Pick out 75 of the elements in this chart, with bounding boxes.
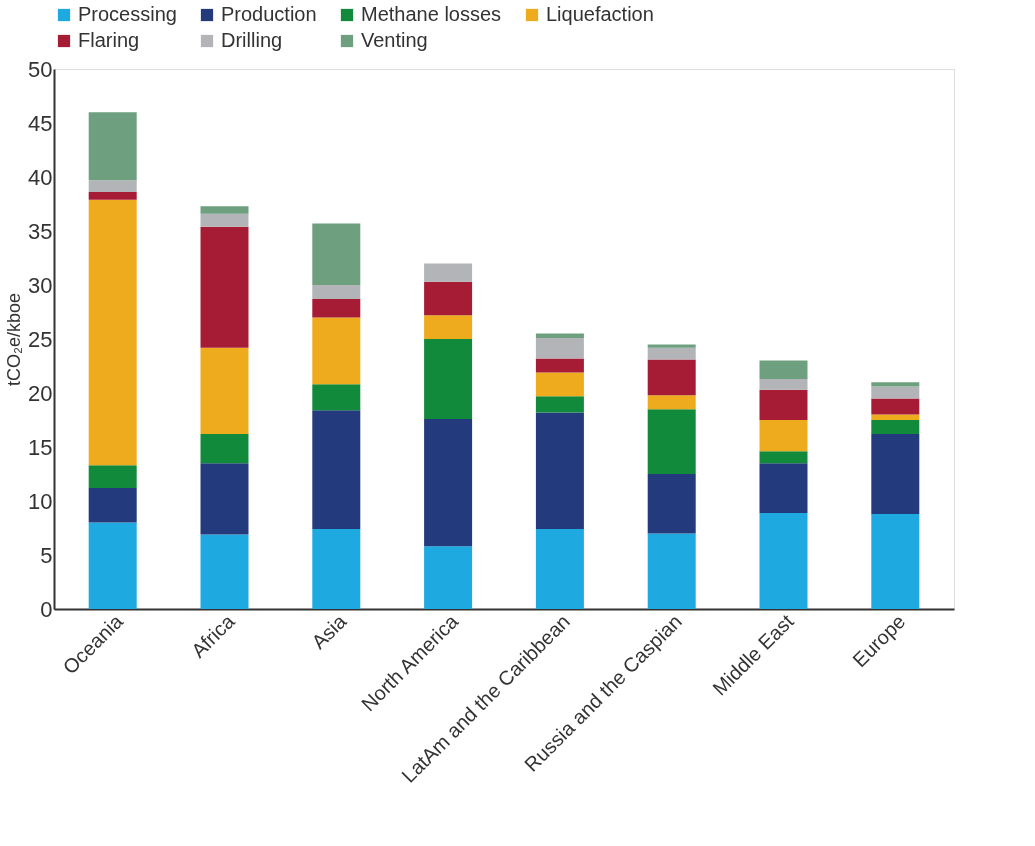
y-tick-label: 0: [40, 596, 53, 622]
bar: [647, 533, 696, 609]
bar: [88, 199, 137, 466]
y-tick-label: 45: [28, 110, 53, 136]
bar: [88, 465, 137, 489]
bar: [312, 529, 361, 609]
y-tick-label: 40: [28, 164, 53, 190]
legend-label: Drilling: [221, 29, 283, 51]
bar: [535, 529, 584, 609]
bar: [200, 226, 249, 348]
bar: [424, 315, 473, 339]
bar: [759, 389, 808, 420]
bar: [759, 451, 808, 464]
legend-label: Processing: [78, 3, 177, 25]
bar: [88, 180, 137, 193]
bar: [424, 263, 473, 282]
bar: [535, 337, 584, 359]
legend-label: Venting: [361, 29, 428, 51]
y-axis-title: tCO₂e/kboe: [4, 292, 25, 387]
bar: [535, 396, 584, 413]
bar: [424, 546, 473, 609]
bar: [871, 382, 920, 387]
legend-label: Flaring: [78, 29, 140, 51]
y-tick-label: 25: [28, 326, 53, 352]
y-tick-label: 10: [28, 488, 53, 514]
bar: [647, 359, 696, 396]
bar: [871, 420, 920, 435]
bar: [424, 418, 473, 547]
y-tick-label: 20: [28, 380, 53, 406]
bar: [312, 299, 361, 318]
bar: [759, 463, 808, 513]
bar: [871, 513, 920, 609]
bar: [871, 434, 920, 514]
bar: [312, 317, 361, 385]
bar: [759, 420, 808, 452]
legend-label: Production: [221, 3, 317, 25]
bar: [200, 434, 249, 464]
bar: [871, 386, 920, 399]
x-tick-label: Asia: [307, 609, 352, 654]
bar: [312, 285, 361, 300]
bar: [88, 522, 137, 609]
bar: [88, 488, 137, 523]
bar: [88, 192, 137, 200]
bar: [535, 372, 584, 397]
bar: [200, 213, 249, 227]
bar: [759, 360, 808, 379]
bar: [535, 412, 584, 530]
bar: [647, 395, 696, 410]
y-tick-label: 50: [28, 56, 53, 82]
legend-label: Methane losses: [361, 3, 502, 25]
bar: [424, 281, 473, 316]
bar: [200, 347, 249, 435]
y-tick-label: 35: [28, 218, 53, 244]
bar: [647, 344, 696, 348]
legend-label: Liquefaction: [546, 3, 654, 25]
bar: [535, 333, 584, 338]
bar: [200, 206, 249, 214]
bar: [312, 223, 361, 285]
bar: [871, 398, 920, 415]
y-tick-label: 5: [40, 542, 53, 568]
bar: [88, 112, 137, 181]
bar: [759, 512, 808, 609]
bar: [424, 339, 473, 419]
bar: [871, 414, 920, 420]
y-tick-label: 30: [28, 272, 53, 298]
y-tick-label: 15: [28, 434, 53, 460]
bar: [200, 463, 249, 535]
bar: [647, 474, 696, 534]
bar: [312, 410, 361, 530]
bar: [647, 409, 696, 474]
bar: [759, 378, 808, 390]
bar: [647, 347, 696, 360]
bar: [535, 358, 584, 373]
bar: [312, 384, 361, 411]
bar: [200, 534, 249, 609]
